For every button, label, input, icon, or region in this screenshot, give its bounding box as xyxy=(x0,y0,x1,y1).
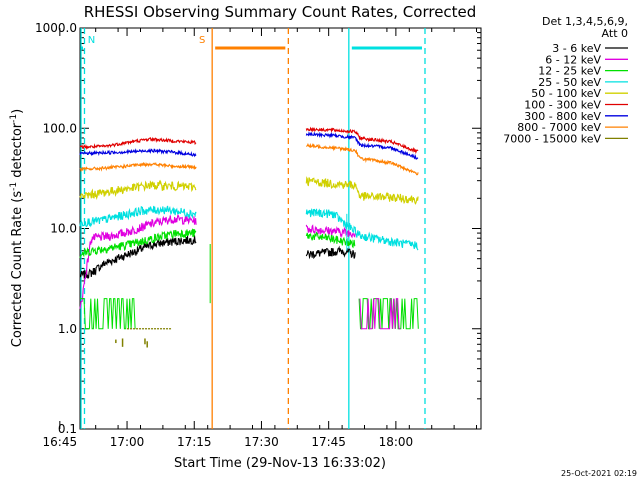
series-line xyxy=(79,205,197,228)
y-tick-label: 100.0 xyxy=(43,121,77,135)
low-count-noise xyxy=(359,298,401,330)
y-tick-label: 1000.0 xyxy=(35,21,77,35)
x-tick-label: 17:45 xyxy=(311,435,346,449)
series-line xyxy=(305,142,419,176)
legend-label: 3 - 6 keV xyxy=(552,42,601,55)
series-line xyxy=(305,131,419,160)
y-axis-label-mid: detector xyxy=(10,122,25,182)
legend-label: 12 - 25 keV xyxy=(538,65,601,78)
y-tick-label: 10.0 xyxy=(50,222,77,236)
legend-label: 7000 - 15000 keV xyxy=(503,132,601,145)
y-tick-label: 1.0 xyxy=(58,322,77,336)
series-line xyxy=(79,136,197,151)
series-line xyxy=(79,147,197,158)
legend-header-line2: Att 0 xyxy=(602,27,628,40)
y-axis-label-main: Corrected Count Rate (s xyxy=(10,191,25,348)
series-line xyxy=(79,161,197,173)
series-line xyxy=(305,207,419,251)
series-line xyxy=(79,179,197,201)
legend-header-line1: Det 1,3,4,5,6,9, xyxy=(542,15,628,28)
legend-label: 50 - 100 keV xyxy=(531,87,601,100)
legend-label: 800 - 7000 keV xyxy=(517,121,601,134)
low-count-noise xyxy=(80,298,136,330)
x-tick-label: 16:45 xyxy=(43,435,78,449)
legend-label: 25 - 50 keV xyxy=(538,76,601,89)
legend-label: 6 - 12 keV xyxy=(545,53,601,66)
flag-label: N xyxy=(88,35,95,46)
x-tick-label: 17:00 xyxy=(110,435,145,449)
y-axis-label-sup1: -1 xyxy=(9,182,19,191)
x-tick-label: 17:30 xyxy=(244,435,279,449)
y-axis-label: Corrected Count Rate (s-1 detector-1) xyxy=(9,109,25,347)
series-line xyxy=(305,176,419,205)
x-tick-label: 17:15 xyxy=(177,435,212,449)
series-line xyxy=(305,245,356,260)
x-tick-label: 18:00 xyxy=(379,435,414,449)
series-line xyxy=(79,213,197,309)
y-tick-label: 0.1 xyxy=(58,422,77,436)
legend-label: 100 - 300 keV xyxy=(524,99,601,112)
y-axis-label-sup2: -1 xyxy=(9,114,19,123)
legend-label: 300 - 800 keV xyxy=(524,110,601,123)
series-line xyxy=(305,126,419,155)
y-axis-label-end: ) xyxy=(10,109,25,114)
series-line xyxy=(79,235,197,280)
series-line xyxy=(79,228,197,259)
chart-title: RHESSI Observing Summary Count Rates, Co… xyxy=(84,3,477,21)
flag-label: S xyxy=(199,35,205,46)
footer-timestamp: 25-Oct-2021 02:19 xyxy=(561,469,637,478)
x-axis-label: Start Time (29-Nov-13 16:33:02) xyxy=(174,456,386,471)
